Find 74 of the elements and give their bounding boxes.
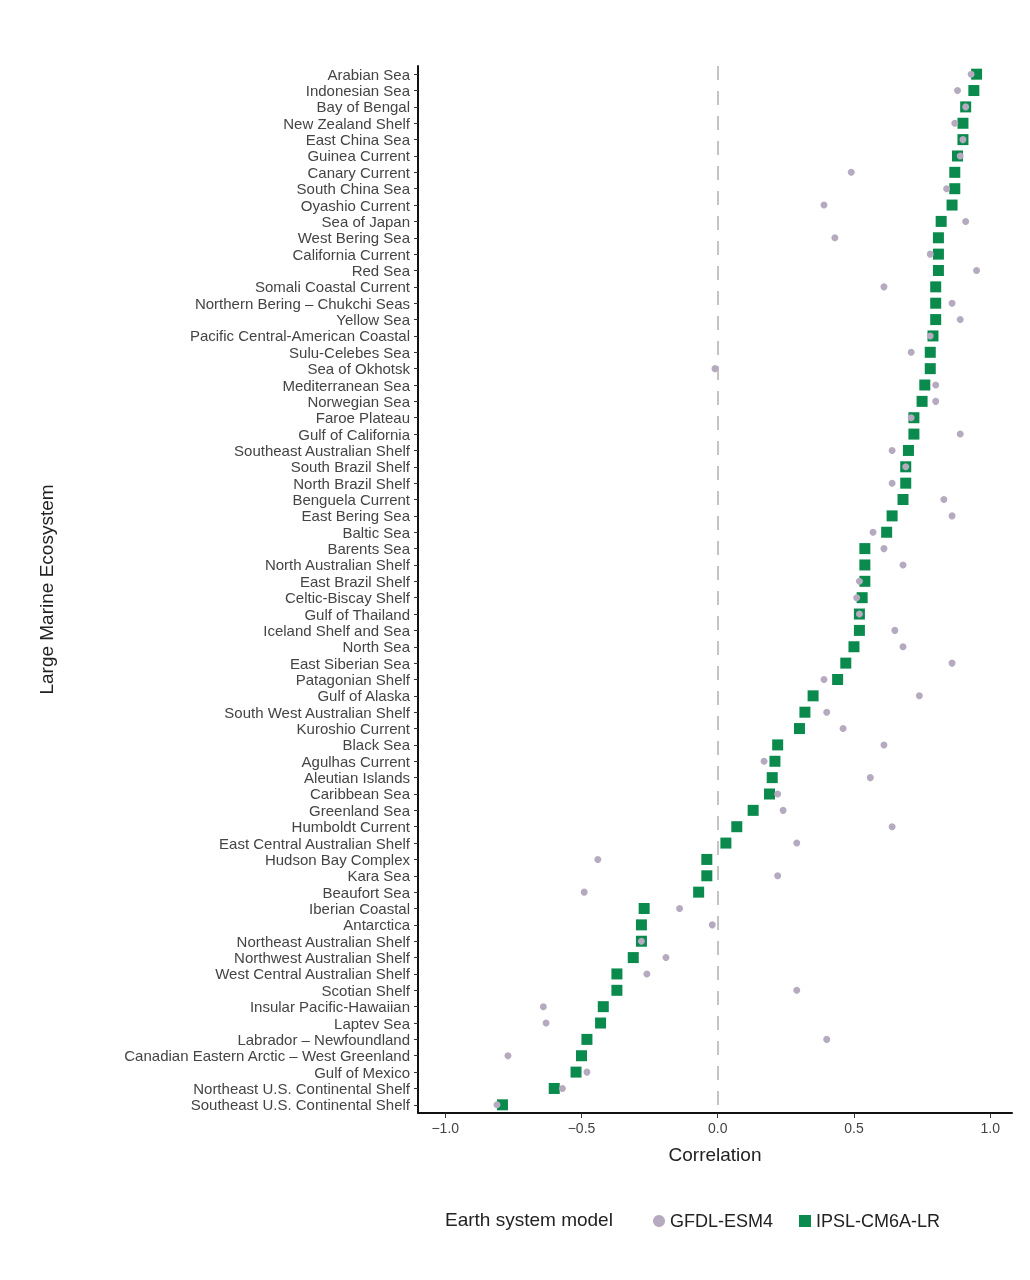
y-tick-label: Northwest Australian Shelf xyxy=(234,949,411,967)
y-tick-label: Indonesian Sea xyxy=(305,82,411,100)
y-tick-label: Sea of Okhotsk xyxy=(307,360,411,378)
x-tick-label: 1.0 xyxy=(980,1120,1001,1136)
y-tick-label: Sea of Japan xyxy=(321,212,410,230)
y-tick-label: West Central Australian Shelf xyxy=(215,965,411,983)
y-tick-label: Mediterranean Sea xyxy=(282,376,411,394)
y-tick-label: Labrador – Newfoundland xyxy=(237,1030,410,1048)
y-tick-label: Faroe Plateau xyxy=(315,409,410,427)
y-tick-label: Gulf of California xyxy=(298,425,411,443)
y-tick-label: East China Sea xyxy=(305,131,411,149)
y-tick-label: Pacific Central-American Coastal xyxy=(189,327,410,345)
legend-title: Earth system model xyxy=(445,1209,613,1230)
y-tick-label: Iceland Shelf and Sea xyxy=(263,621,411,639)
y-tick-label: Humboldt Current xyxy=(291,818,411,836)
y-tick-label: Patagonian Shelf xyxy=(295,670,411,688)
y-tick-label: North Brazil Shelf xyxy=(293,474,411,492)
y-tick-label: West Bering Sea xyxy=(297,229,411,247)
x-tick-label: 0.0 xyxy=(707,1120,728,1136)
y-axis-title: Large Marine Ecosystem xyxy=(36,484,57,695)
x-axis-title: Correlation xyxy=(668,1144,762,1165)
y-tick-label: Gulf of Thailand xyxy=(304,605,410,623)
y-tick-label: South West Australian Shelf xyxy=(224,703,411,721)
y-tick-label: Baltic Sea xyxy=(342,523,411,541)
y-tick-label: New Zealand Shelf xyxy=(283,114,411,132)
y-tick-label: Beaufort Sea xyxy=(322,883,411,901)
y-tick-label: Greenland Sea xyxy=(309,801,411,819)
x-tick-label: −1.0 xyxy=(431,1120,460,1136)
y-tick-label: Arabian Sea xyxy=(327,65,411,83)
x-tick-label: −0.5 xyxy=(567,1120,596,1136)
y-tick-label: Gulf of Mexico xyxy=(314,1063,410,1081)
legend-label: IPSL-CM6A-LR xyxy=(816,1211,941,1231)
y-tick-label: Kuroshio Current xyxy=(296,720,411,738)
y-tick-label: Northern Bering – Chukchi Seas xyxy=(194,294,410,312)
y-tick-label: Sulu-Celebes Sea xyxy=(289,343,411,361)
y-tick-label: Kara Sea xyxy=(347,867,411,885)
y-tick-label: Black Sea xyxy=(342,736,411,754)
y-tick-label: Norwegian Sea xyxy=(307,392,411,410)
y-tick-label: South Brazil Shelf xyxy=(290,458,411,476)
y-tick-label: Northeast Australian Shelf xyxy=(236,932,411,950)
y-tick-label: East Siberian Sea xyxy=(289,654,411,672)
y-tick-label: Hudson Bay Complex xyxy=(264,850,411,868)
legend-label: GFDL-ESM4 xyxy=(670,1211,774,1231)
y-tick-label: Oyashio Current xyxy=(300,196,411,214)
y-tick-label: Insular Pacific-Hawaiian xyxy=(249,998,410,1016)
y-tick-label: Northeast U.S. Continental Shelf xyxy=(193,1079,411,1097)
y-tick-label: Yellow Sea xyxy=(336,311,411,329)
y-tick-label: North Sea xyxy=(342,638,411,656)
y-tick-label: Southeast Australian Shelf xyxy=(234,441,411,459)
y-tick-label: Laptev Sea xyxy=(334,1014,411,1032)
y-tick-label: East Central Australian Shelf xyxy=(219,834,411,852)
y-tick-label: Somali Coastal Current xyxy=(254,278,411,296)
y-tick-label: South China Sea xyxy=(296,180,411,198)
y-tick-label: Canary Current xyxy=(307,163,411,181)
y-tick-label: Antarctica xyxy=(343,916,411,934)
y-tick-label: Barents Sea xyxy=(327,540,411,558)
y-tick-label: California Current xyxy=(292,245,411,263)
y-tick-label: Red Sea xyxy=(351,261,411,279)
y-tick-label: East Bering Sea xyxy=(301,507,411,525)
y-tick-label: Canadian Eastern Arctic – West Greenland xyxy=(124,1047,410,1065)
y-tick-label: North Australian Shelf xyxy=(264,556,411,574)
y-tick-label: East Brazil Shelf xyxy=(299,572,411,590)
y-tick-label: Celtic-Biscay Shelf xyxy=(284,589,411,607)
x-tick-label: 0.5 xyxy=(844,1120,864,1136)
y-tick-label: Iberian Coastal xyxy=(309,900,410,918)
y-tick-label: Caribbean Sea xyxy=(309,785,411,803)
y-tick-label: Guinea Current xyxy=(307,147,411,165)
y-tick-label: Benguela Current xyxy=(292,491,411,509)
y-tick-label: Aleutian Islands xyxy=(304,769,410,787)
y-tick-label: Southeast U.S. Continental Shelf xyxy=(190,1096,411,1114)
y-tick-label: Bay of Bengal xyxy=(316,98,410,116)
y-tick-label: Scotian Shelf xyxy=(321,981,411,999)
y-tick-label: Gulf of Alaska xyxy=(317,687,411,705)
y-tick-label: Agulhas Current xyxy=(301,752,411,770)
